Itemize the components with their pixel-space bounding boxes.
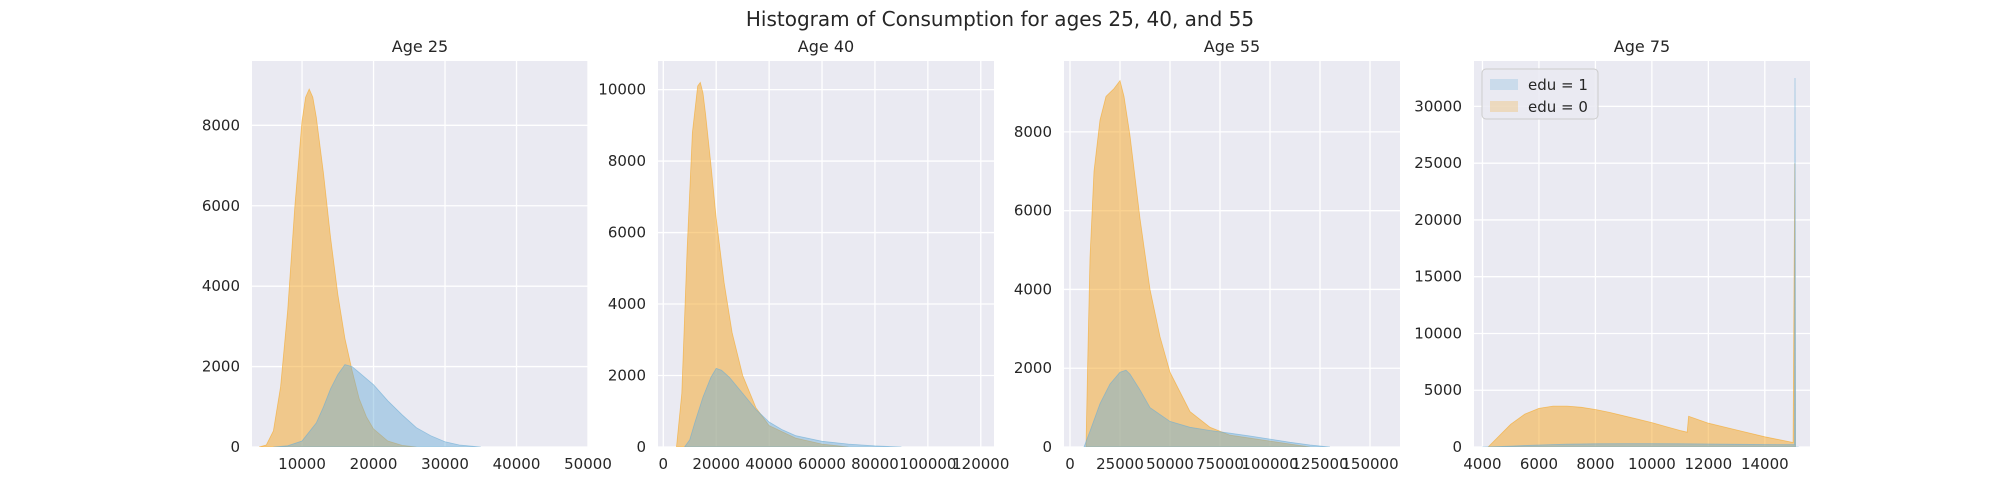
histogram-edu-1: [1482, 77, 1799, 447]
legend-swatch: [1490, 101, 1518, 112]
y-tick-label: 10000: [598, 81, 646, 99]
y-tick-label: 4000: [608, 295, 646, 313]
series-group: [258, 88, 481, 447]
y-tick-label: 0: [1042, 438, 1052, 456]
x-tick-label: 20000: [692, 455, 740, 473]
subplot-panel: 10000 20000 30000 40000 50000 0 2000 4000 6000 80…: [202, 37, 612, 473]
y-tick-label: 8000: [202, 116, 240, 134]
y-tick-label: 0: [230, 438, 240, 456]
x-tick-label: 10000: [1628, 455, 1676, 473]
x-tick-label: 8000: [1576, 455, 1614, 473]
y-tick-label: 4000: [202, 277, 240, 295]
x-tick-label: 14000: [1741, 455, 1789, 473]
x-tick-label: 0: [1065, 455, 1075, 473]
y-tick-label: 25000: [1414, 154, 1462, 172]
x-tick-label: 50000: [1146, 455, 1194, 473]
subplot-title: Age 25: [392, 37, 448, 56]
histogram-edu-1: [273, 364, 481, 447]
x-tick-label: 120000: [952, 455, 1009, 473]
y-tick-label: 10000: [1414, 324, 1462, 342]
figure-title: Histogram of Consumption for ages 25, 40…: [746, 7, 1254, 31]
y-tick-label: 4000: [1014, 280, 1052, 298]
histogram-edu-0: [258, 88, 417, 447]
plot-area: [1474, 61, 1810, 447]
x-tick-label: 4000: [1463, 455, 1501, 473]
x-tick-label: 30000: [421, 455, 469, 473]
x-tick-label: 12000: [1684, 455, 1732, 473]
legend-swatch: [1490, 79, 1518, 90]
y-tick-label: 5000: [1424, 381, 1462, 399]
histogram-edu-1: [1083, 369, 1331, 447]
x-tick-label: 100000: [1241, 455, 1298, 473]
histogram-edu-1: [684, 367, 902, 447]
y-tick-label: 6000: [1014, 202, 1052, 220]
y-tick-label: 15000: [1414, 268, 1462, 286]
x-tick-label: 75000: [1196, 455, 1244, 473]
x-tick-label: 150000: [1341, 455, 1398, 473]
subplot-title: Age 40: [798, 37, 854, 56]
series-group: [1482, 77, 1799, 447]
x-tick-label: 50000: [564, 455, 612, 473]
legend-box: [1481, 68, 1599, 120]
x-tick-label: 100000: [899, 455, 956, 473]
y-tick-label: 6000: [608, 224, 646, 242]
x-tick-label: 6000: [1520, 455, 1558, 473]
series-group: [676, 81, 902, 447]
series-group: [1083, 79, 1331, 447]
subplot-title: Age 75: [1614, 37, 1670, 56]
y-tick-label: 0: [636, 438, 646, 456]
y-tick-label: 2000: [202, 358, 240, 376]
x-tick-label: 125000: [1291, 455, 1348, 473]
x-tick-label: 40000: [493, 455, 541, 473]
y-tick-label: 30000: [1414, 97, 1462, 115]
legend-label: edu = 1: [1528, 76, 1588, 94]
y-tick-label: 2000: [608, 367, 646, 385]
y-tick-label: 8000: [608, 152, 646, 170]
y-tick-label: 2000: [1014, 359, 1052, 377]
histogram-edu-0: [676, 81, 849, 447]
legend: edu = 1 edu = 0: [1481, 68, 1599, 120]
subplot-title: Age 55: [1204, 37, 1260, 56]
histogram-edu-0: [1487, 163, 1796, 447]
subplots: 10000 20000 30000 40000 50000020004000600080…: [202, 37, 1810, 473]
y-tick-label: 20000: [1414, 211, 1462, 229]
x-tick-label: 0: [659, 455, 669, 473]
subplot-panel: 4000 6000 8000 10000 12000 14000 0 5000 10000 150…: [1414, 37, 1810, 473]
x-tick-label: 60000: [798, 455, 846, 473]
y-tick-label: 6000: [202, 197, 240, 215]
legend-label: edu = 0: [1528, 98, 1588, 116]
x-tick-label: 80000: [851, 455, 899, 473]
x-tick-label: 20000: [350, 455, 398, 473]
x-tick-label: 25000: [1096, 455, 1144, 473]
x-tick-label: 40000: [745, 455, 793, 473]
x-tick-label: 10000: [278, 455, 326, 473]
y-tick-label: 8000: [1014, 123, 1052, 141]
y-tick-label: 0: [1452, 438, 1462, 456]
